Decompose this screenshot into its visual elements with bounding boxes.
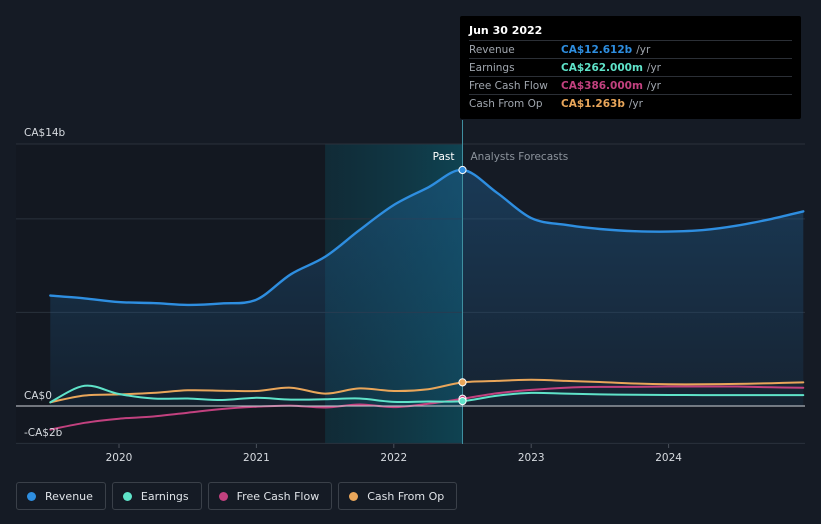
- tooltip-unit: /yr: [628, 97, 643, 110]
- tooltip-row-revenue: Revenue CA$12.612b /yr: [469, 40, 792, 58]
- x-tick-label: 2021: [243, 452, 270, 464]
- past-label: Past: [433, 151, 455, 163]
- tooltip-value: CA$1.263b: [561, 97, 625, 110]
- tooltip-label: Revenue: [469, 43, 515, 56]
- tooltip-label: Cash From Op: [469, 97, 543, 110]
- tooltip-unit: /yr: [636, 43, 651, 56]
- revenue-area: [50, 169, 804, 406]
- earnings-marker[interactable]: [458, 396, 467, 406]
- tooltip-value: CA$386.000m: [561, 79, 643, 92]
- legend-label: Earnings: [140, 489, 189, 503]
- legend-item-earnings[interactable]: Earnings: [111, 482, 202, 510]
- tooltip-row-earnings: Earnings CA$262.000m /yr: [469, 58, 792, 76]
- tooltip-row-free-cash-flow: Free Cash Flow CA$386.000m /yr: [469, 76, 792, 94]
- y-tick-label: -CA$2b: [24, 427, 63, 439]
- y-tick-label: CA$14b: [24, 127, 66, 139]
- cash-from-op-dot-icon: [349, 491, 359, 501]
- revenue-line: [49, 168, 805, 307]
- legend: Revenue Earnings Free Cash Flow Cash Fro…: [16, 482, 458, 510]
- tooltip-label: Free Cash Flow: [469, 79, 548, 92]
- x-tick-label: 2022: [380, 452, 407, 464]
- revenue-dot-icon: [27, 491, 36, 501]
- legend-item-revenue[interactable]: Revenue: [16, 482, 106, 510]
- forecast-label: Analysts Forecasts: [471, 151, 569, 163]
- tooltip-unit: /yr: [646, 61, 661, 74]
- earnings-dot-icon: [122, 491, 132, 501]
- legend-label: Cash From Op: [367, 489, 445, 503]
- cash-from-op-marker[interactable]: [458, 378, 467, 387]
- free-cash-flow-dot-icon: [218, 491, 228, 501]
- tooltip-date: Jun 30 2022: [469, 24, 543, 37]
- free-cash-flow-line: [49, 385, 805, 431]
- cash-from-op-line: [49, 378, 805, 404]
- x-tick-label: 2023: [518, 452, 545, 464]
- legend-label: Revenue: [45, 489, 93, 503]
- x-tick-label: 2020: [106, 452, 133, 464]
- tooltip-label: Earnings: [469, 61, 515, 74]
- tooltip-value: CA$12.612b: [561, 43, 633, 56]
- tooltip-value: CA$262.000m: [561, 61, 643, 74]
- legend-item-free-cash-flow[interactable]: Free Cash Flow: [207, 482, 333, 510]
- earnings-line: [49, 384, 805, 404]
- y-tick-label: CA$0: [24, 390, 52, 402]
- revenue-marker[interactable]: [458, 165, 467, 175]
- x-tick-label: 2024: [655, 452, 682, 464]
- legend-item-cash-from-op[interactable]: Cash From Op: [338, 482, 458, 510]
- tooltip-row-cash-from-op: Cash From Op CA$1.263b /yr: [469, 94, 792, 112]
- legend-label: Free Cash Flow: [236, 489, 320, 503]
- tooltip-unit: /yr: [646, 79, 661, 92]
- tooltip: Jun 30 2022 Revenue CA$12.612b /yr Earni…: [460, 16, 801, 119]
